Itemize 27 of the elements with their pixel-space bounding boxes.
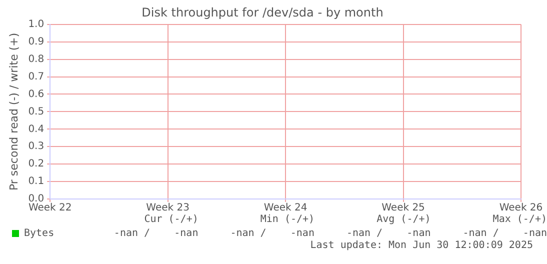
y-tick-label: 0.6 (28, 88, 44, 100)
y-tick-label: 0.2 (28, 158, 44, 170)
text: Last update: Mon Jun 30 12:00:09 2025 (309, 240, 534, 251)
text: -nan / -nan (229, 228, 314, 239)
text: -nan / -nan (112, 228, 198, 239)
legend-label: Bytes (24, 228, 54, 239)
y-tick-label: 0.7 (28, 71, 44, 82)
y-axis-title: Pr second read (-) / write (+) (7, 32, 20, 191)
x-tick-label: Week 26 (499, 202, 543, 214)
x-tick-label: Week 24 (264, 202, 308, 214)
text: Cur (-/+) (143, 214, 198, 227)
text: Max (-/+) (492, 214, 547, 227)
y-tick-label: 0.5 (28, 106, 44, 118)
text: Avg (-/+) (376, 214, 431, 227)
x-tick-label: Week 22 (28, 202, 72, 214)
y-tick-label: 0.3 (28, 141, 44, 152)
y-tick-label: 0.4 (28, 124, 44, 135)
y-tick-label: 1.0 (28, 18, 44, 30)
y-tick-label: 0.9 (28, 36, 44, 48)
y-tick-label: 0.8 (28, 54, 44, 65)
x-tick-label: Week 23 (146, 202, 190, 214)
text: -nan / -nan (345, 228, 431, 239)
y-tick-label: 0.1 (28, 176, 44, 188)
x-tick-label: Week 25 (382, 202, 425, 214)
text: -nan / -nan (462, 228, 547, 239)
chart-title: Disk throughput for /dev/sda - by month (142, 5, 384, 20)
text: Min (-/+) (259, 214, 315, 227)
